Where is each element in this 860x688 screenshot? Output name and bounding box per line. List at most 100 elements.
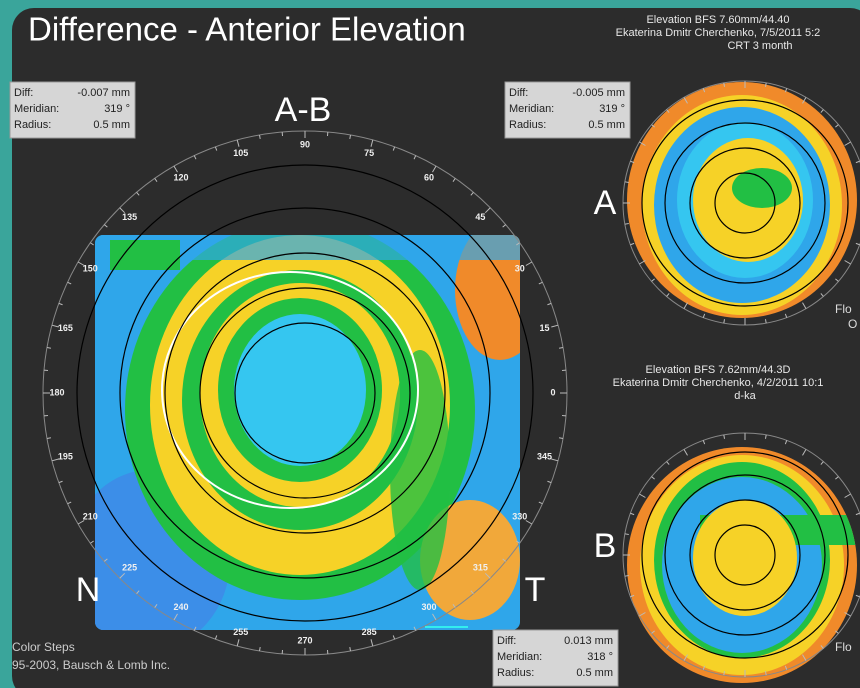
angle-label: 255 xyxy=(233,627,248,637)
tick xyxy=(392,635,396,640)
tick xyxy=(855,594,860,598)
header-line: Elevation BFS 7.62mm/44.3D xyxy=(646,364,791,376)
tick xyxy=(624,533,629,536)
tick xyxy=(702,88,706,93)
map-a xyxy=(627,82,857,318)
angle-labels: 0 15 30 45 60 75 90 105 120 135 150 165 180 195 210 225… xyxy=(49,139,555,645)
tick xyxy=(702,313,706,318)
tick xyxy=(538,281,543,285)
footer-line: Color Steps xyxy=(12,640,75,654)
tick xyxy=(702,440,706,445)
tick xyxy=(844,260,851,265)
tick xyxy=(835,278,839,282)
tick xyxy=(630,594,635,598)
angle-label: 90 xyxy=(300,139,310,149)
tick xyxy=(193,626,197,631)
info-label: Radius: xyxy=(497,667,534,679)
tick xyxy=(259,646,261,652)
tick xyxy=(58,302,63,306)
tick xyxy=(666,645,670,649)
tick xyxy=(214,146,218,151)
tick xyxy=(67,501,72,505)
tick xyxy=(784,313,788,318)
tick xyxy=(470,590,474,595)
info-value: 0.5 mm xyxy=(576,667,613,679)
tick xyxy=(855,242,860,246)
tick xyxy=(844,493,851,498)
tick xyxy=(784,440,788,445)
tick xyxy=(392,146,396,151)
tick xyxy=(558,347,564,349)
tick xyxy=(802,302,807,309)
footer-line: 95-2003, Bausch & Lomb Inc. xyxy=(12,658,170,672)
tick xyxy=(119,572,126,579)
tick xyxy=(173,613,178,621)
tick xyxy=(651,124,655,128)
info-label: Meridian: xyxy=(497,651,542,663)
tick xyxy=(702,665,706,670)
tick xyxy=(136,590,140,595)
tick xyxy=(90,242,94,246)
tick xyxy=(639,141,646,146)
angle-label: 315 xyxy=(473,563,488,573)
tick xyxy=(835,630,839,634)
tick xyxy=(624,181,629,184)
angle-label: 195 xyxy=(58,452,73,462)
tick xyxy=(639,260,646,265)
angle-label: 285 xyxy=(362,627,377,637)
tick xyxy=(432,613,437,621)
angle-label: 60 xyxy=(424,173,434,183)
tick xyxy=(484,207,491,214)
map-label: B xyxy=(594,527,617,565)
tick xyxy=(855,512,860,516)
info-label: Diff: xyxy=(509,87,528,99)
tick xyxy=(214,635,218,640)
info-value: 0.5 mm xyxy=(93,119,130,131)
map-label: N xyxy=(76,571,101,609)
side-label: Flo xyxy=(835,302,852,316)
tick xyxy=(193,155,197,160)
tick xyxy=(844,141,851,146)
tick xyxy=(651,476,655,480)
tick xyxy=(784,88,788,93)
info-box-bg xyxy=(492,629,619,687)
info-label: Diff: xyxy=(497,635,516,647)
tick xyxy=(484,572,491,579)
tick xyxy=(551,324,559,328)
tick xyxy=(173,165,178,173)
angle-label: 105 xyxy=(233,148,248,158)
ring xyxy=(76,164,534,622)
tick xyxy=(103,558,108,562)
tick xyxy=(236,639,240,647)
tick-marks xyxy=(43,81,860,677)
ring xyxy=(119,207,491,579)
tick xyxy=(90,540,94,544)
tick xyxy=(77,261,85,266)
header-line: Ekaterina Dmitr Cherchenko, 4/2/2011 10:… xyxy=(613,377,824,389)
tick xyxy=(666,293,670,297)
tick xyxy=(136,191,140,196)
angle-label: 15 xyxy=(540,323,550,333)
angle-label: 345 xyxy=(537,452,552,462)
tick xyxy=(630,242,635,246)
tick xyxy=(764,82,767,87)
tick xyxy=(639,612,646,617)
info-box: Diff: -0.007 mm Meridian: 319 ° Radius: 0.5 m… xyxy=(9,81,136,139)
tick xyxy=(835,476,839,480)
tick xyxy=(624,574,629,577)
tick xyxy=(547,302,552,306)
tick xyxy=(666,461,670,465)
angle-label: 30 xyxy=(515,263,525,273)
angle-label: 150 xyxy=(83,263,98,273)
tick xyxy=(651,630,655,634)
tick xyxy=(370,639,374,647)
ring xyxy=(714,524,776,586)
angle-label: 270 xyxy=(297,635,312,645)
tick xyxy=(630,512,635,516)
tick xyxy=(349,134,351,140)
tick xyxy=(802,449,807,456)
ring xyxy=(641,99,849,307)
tick xyxy=(516,242,520,246)
tick xyxy=(764,319,767,324)
ring xyxy=(234,322,376,464)
